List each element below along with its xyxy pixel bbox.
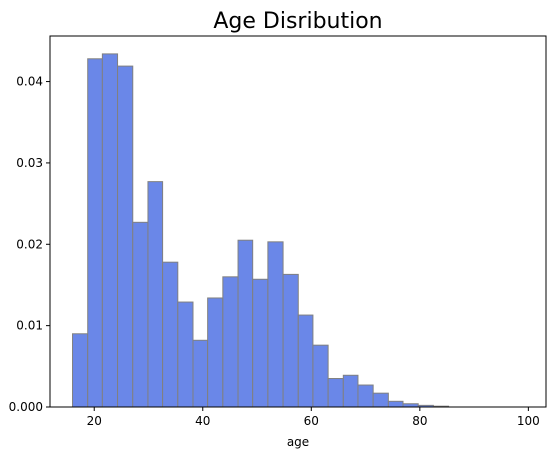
histogram-bar [132, 221, 149, 408]
histogram-bar [237, 239, 254, 408]
histogram-bar [192, 339, 209, 408]
y-tick-label: 0.01 [16, 319, 43, 333]
histogram-bar [297, 314, 314, 408]
y-tick-label: 0.02 [16, 237, 43, 251]
histogram-bar [372, 392, 389, 408]
histogram-bar [87, 58, 103, 408]
histogram-bar [282, 273, 299, 408]
histogram-bar [147, 181, 164, 408]
x-axis-ticks: 20 40 60 80 100 [87, 407, 540, 428]
x-tick-label: 20 [87, 414, 102, 428]
bars-group [72, 53, 450, 408]
histogram-bar [387, 400, 404, 408]
plot-frame [49, 35, 547, 408]
histogram-bar [177, 301, 194, 408]
histogram-bar [117, 65, 134, 408]
x-tick-label: 100 [517, 414, 540, 428]
y-tick-label: 0.03 [16, 156, 43, 170]
histogram-bar [252, 278, 269, 408]
histogram-bar [222, 276, 239, 408]
chart-title: Age Disribution [213, 9, 382, 34]
histogram-bar [327, 378, 344, 408]
x-tick-label: 60 [304, 414, 319, 428]
x-tick-label: 80 [412, 414, 427, 428]
histogram-bar [267, 241, 284, 408]
x-axis-label: age [287, 435, 309, 449]
histogram-bar [101, 53, 119, 408]
histogram-bar [342, 374, 359, 408]
y-tick-label: 0.000 [9, 400, 43, 414]
histogram-bar [312, 344, 329, 408]
y-tick-label: 0.04 [16, 75, 43, 89]
y-axis-ticks: 0.000 0.01 0.02 0.03 0.04 [9, 75, 50, 414]
histogram-bar [207, 297, 224, 408]
histogram-bar [357, 384, 374, 408]
histogram-bar [162, 261, 179, 408]
x-tick-label: 40 [195, 414, 210, 428]
histogram-bar [72, 333, 89, 408]
